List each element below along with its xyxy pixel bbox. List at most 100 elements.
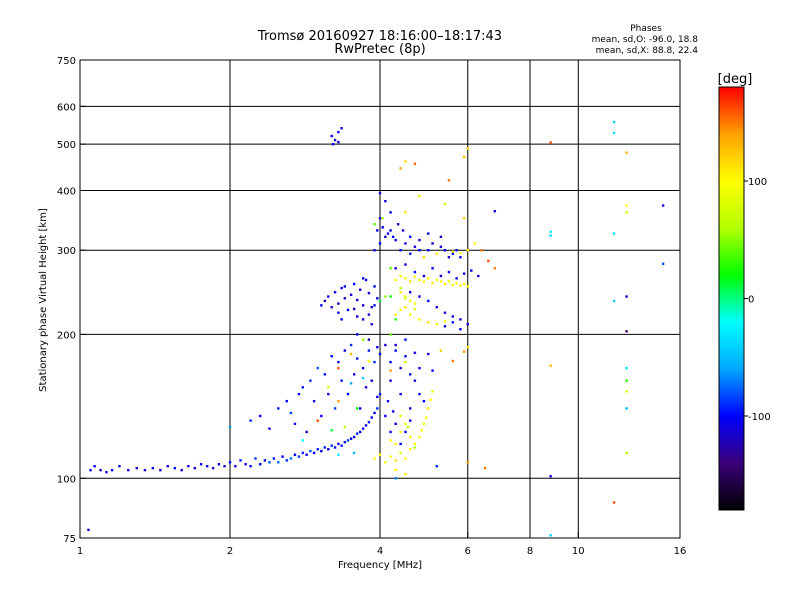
echo-point xyxy=(404,277,407,280)
echo-point xyxy=(355,333,359,336)
echo-point xyxy=(99,468,102,472)
echo-point xyxy=(451,252,455,255)
echo-point xyxy=(394,318,397,321)
echo-point xyxy=(316,366,319,370)
echo-point xyxy=(331,142,335,146)
echo-point xyxy=(355,357,359,360)
echo-point xyxy=(228,461,232,464)
echo-point xyxy=(367,359,371,363)
echo-point xyxy=(427,249,430,252)
echo-point xyxy=(418,295,421,298)
echo-point xyxy=(337,130,340,134)
echo-point xyxy=(404,355,407,358)
echo-point xyxy=(439,280,443,283)
echo-point xyxy=(466,323,469,326)
echo-point xyxy=(439,349,443,352)
echo-point xyxy=(399,274,402,278)
echo-point xyxy=(404,211,407,214)
echo-point xyxy=(466,346,469,349)
x-tick-label: 2 xyxy=(227,546,233,557)
echo-point xyxy=(249,419,252,422)
echo-point xyxy=(370,379,373,382)
echo-point xyxy=(406,425,410,429)
echo-point xyxy=(418,366,421,370)
phase-stats-o-mode: mean, sd,O: -96.0, 18.8 xyxy=(592,35,699,45)
echo-point xyxy=(343,440,347,444)
echo-point xyxy=(413,446,417,449)
echo-point xyxy=(389,379,392,382)
echo-point xyxy=(459,318,462,321)
y-tick-label: 600 xyxy=(57,102,76,113)
echo-point xyxy=(404,430,407,434)
echo-point xyxy=(422,399,426,403)
echo-point xyxy=(466,147,469,150)
colorbar-label: [deg] xyxy=(718,72,753,87)
echo-point xyxy=(435,323,438,326)
echo-point xyxy=(404,160,407,163)
x-axis-label: Frequency [MHz] xyxy=(338,560,422,571)
echo-point xyxy=(409,448,412,451)
echo-point xyxy=(462,350,466,353)
echo-point xyxy=(352,282,356,286)
echo-point xyxy=(327,386,330,389)
phase-stats-heading: Phases xyxy=(630,24,662,34)
echo-point xyxy=(312,451,316,455)
echo-point xyxy=(447,270,451,274)
echo-point xyxy=(135,466,138,470)
echo-point xyxy=(281,455,284,458)
echo-point xyxy=(466,461,469,464)
echo-point xyxy=(259,463,262,466)
echo-point xyxy=(355,298,359,302)
echo-point xyxy=(370,323,373,326)
echo-point xyxy=(404,457,407,460)
echo-point xyxy=(277,407,280,410)
echo-point xyxy=(625,390,628,393)
echo-point xyxy=(462,272,466,275)
echo-point xyxy=(413,307,417,311)
echo-point xyxy=(424,416,428,419)
echo-point xyxy=(337,366,340,370)
echo-point xyxy=(285,459,288,462)
y-tick-label: 300 xyxy=(57,246,76,257)
echo-point xyxy=(151,466,155,470)
echo-point xyxy=(364,386,368,389)
echo-point xyxy=(413,302,417,305)
echo-point xyxy=(349,352,353,356)
x-tick-label: 16 xyxy=(674,546,687,557)
echo-point xyxy=(367,421,371,424)
echo-point xyxy=(549,364,552,367)
echo-point xyxy=(384,199,387,203)
echo-point xyxy=(376,395,379,399)
echo-point xyxy=(187,464,190,468)
y-axis-label: Stationary phase Virtual Height [km] xyxy=(38,208,49,392)
echo-point xyxy=(199,463,203,466)
echo-point xyxy=(625,151,628,154)
echo-point xyxy=(625,204,628,207)
echo-point xyxy=(289,411,293,415)
echo-point xyxy=(293,453,297,456)
echo-point xyxy=(373,285,376,288)
echo-point xyxy=(399,442,402,446)
echo-point xyxy=(333,138,337,142)
echo-point xyxy=(427,352,430,356)
colorbar-tick-label: -100 xyxy=(748,412,771,423)
echo-point xyxy=(370,416,373,419)
echo-point xyxy=(625,451,628,455)
echo-point xyxy=(373,304,376,307)
echo-point xyxy=(466,285,469,288)
echo-point xyxy=(439,245,443,248)
echo-point xyxy=(409,280,412,283)
echo-point xyxy=(355,315,359,318)
echo-point xyxy=(293,422,297,426)
echo-point xyxy=(376,407,379,410)
echo-point xyxy=(378,242,382,245)
echo-point xyxy=(316,419,319,422)
echo-point xyxy=(355,432,359,435)
echo-point xyxy=(305,430,308,434)
echo-point xyxy=(404,263,407,266)
echo-point xyxy=(418,249,421,252)
echo-point xyxy=(346,308,350,312)
echo-point xyxy=(625,211,628,214)
echo-point xyxy=(373,360,376,364)
